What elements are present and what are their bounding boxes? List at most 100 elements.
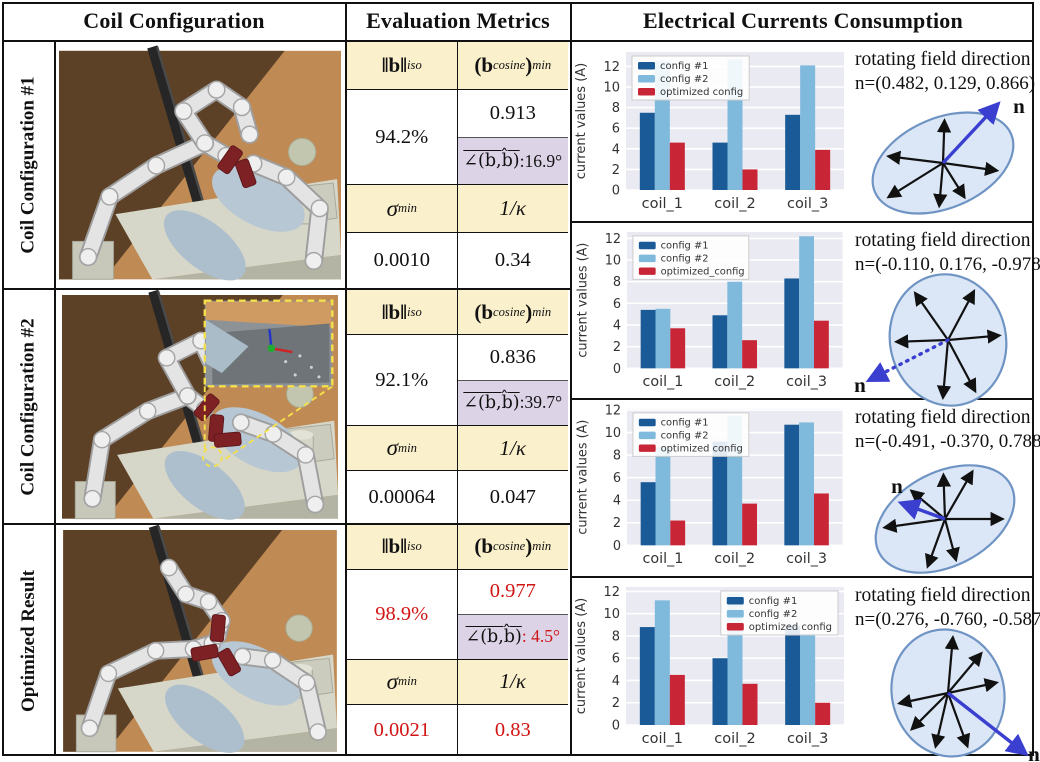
- field-title: rotating field direction: [855, 407, 1031, 428]
- svg-text:coil_1: coil_1: [642, 374, 683, 390]
- divider-rowlabels: [54, 42, 56, 756]
- svg-text:optimized config: optimized config: [749, 622, 832, 633]
- field-n-vector: n=(0.482, 0.129, 0.866): [855, 72, 1036, 94]
- robot-render-image: [61, 289, 339, 520]
- field-n-vector: n=(-0.110, 0.176, -0.978): [855, 253, 1040, 275]
- metric-value-b-iso: 92.1%: [347, 335, 458, 425]
- svg-text:current values (A): current values (A): [574, 598, 589, 714]
- bar-chart-block-4: 0 2 4 6 8 10 12 coil_1 coil_2 coil_3 current value…: [572, 578, 854, 756]
- svg-text:coil_3: coil_3: [786, 551, 827, 567]
- row-label-config1: Coil Configuration #1: [18, 76, 40, 254]
- divider-col2: [570, 2, 572, 756]
- angle-cell: ∠(b,b̂): 4.5°: [457, 613, 568, 659]
- metric-header-sigma-min: σ min: [347, 659, 458, 704]
- svg-text:optimized_config: optimized_config: [661, 266, 745, 277]
- field-n-vector: n=(-0.491, -0.370, 0.788): [855, 430, 1040, 452]
- divider-row1: [4, 288, 570, 290]
- svg-text:current values (A): current values (A): [575, 420, 590, 535]
- currents-bar-chart: 0 2 4 6 8 10 12 coil_1 coil_2 coil_3 current value…: [574, 51, 844, 212]
- metric-header-b-iso: ‖b‖ iso: [347, 42, 458, 89]
- rotating-field-diagram: n: [890, 628, 1040, 762]
- svg-text:4: 4: [612, 674, 620, 689]
- svg-text:12: 12: [605, 231, 621, 246]
- svg-text:config #1: config #1: [660, 61, 709, 72]
- svg-text:2: 2: [612, 162, 620, 177]
- svg-text:8: 8: [613, 449, 621, 464]
- currents-bar-chart: 0 2 4 6 8 10 12 coil_1 coil_2 coil_3 current value…: [574, 585, 844, 747]
- metric-value-b-iso: 94.2%: [347, 89, 458, 185]
- bar-chart-block-1: 0 2 4 6 8 10 12 coil_1 coil_2 coil_3 current value…: [572, 42, 854, 221]
- svg-text:8: 8: [612, 629, 620, 644]
- field-title: rotating field direction: [855, 49, 1031, 70]
- svg-text:10: 10: [605, 253, 621, 268]
- metric-value-b-iso: 98.9%: [347, 569, 458, 659]
- metric-header-b-iso: ‖b‖ iso: [347, 290, 458, 335]
- angle-cell: ∠(b,b̂):16.9°: [457, 136, 568, 185]
- metric-header-b-cosine-min: (b cosine) min: [474, 534, 552, 559]
- svg-text:0: 0: [613, 361, 621, 376]
- svg-text:coil_3: coil_3: [787, 196, 828, 212]
- svg-text:coil_1: coil_1: [642, 731, 683, 747]
- metrics-block-optimized: ‖b‖ iso (b cosine) min 98.9% 0.977 ∠(b,b̂):…: [347, 525, 568, 756]
- field-panel-2: rotating field direction n=(-0.110, 0.17…: [853, 223, 1040, 407]
- svg-text:0: 0: [613, 539, 621, 554]
- svg-text:12: 12: [603, 585, 620, 600]
- svg-text:config #2: config #2: [660, 74, 709, 85]
- svg-text:8: 8: [612, 101, 620, 116]
- svg-text:6: 6: [613, 471, 621, 486]
- metric-header-sigma-min: σ min: [347, 425, 458, 471]
- robot-render-image: [59, 45, 342, 281]
- svg-text:config #2: config #2: [661, 431, 709, 442]
- divider-block2: [572, 398, 1034, 400]
- svg-text:current values (A): current values (A): [574, 62, 589, 178]
- svg-text:6: 6: [612, 652, 620, 667]
- svg-text:2: 2: [613, 516, 621, 531]
- bar-chart-block-2: 0 2 4 6 8 10 12 coil_1 coil_2 coil_3 current value…: [572, 223, 854, 398]
- bar-chart-block-3: 0 2 4 6 8 10 12 coil_1 coil_2 coil_3 current value…: [572, 400, 854, 576]
- field-panel-1: rotating field direction n=(0.482, 0.129…: [853, 42, 1037, 221]
- currents-bar-chart: 0 2 4 6 8 10 12 coil_1 coil_2 coil_3 current value…: [575, 231, 843, 390]
- row-label-config2: Coil Configuration #2: [18, 317, 40, 496]
- svg-text:coil_3: coil_3: [787, 731, 828, 747]
- svg-text:coil_2: coil_2: [714, 374, 755, 390]
- svg-text:config #1: config #1: [661, 240, 709, 251]
- column-header-coil-configuration: Coil Configuration: [83, 8, 265, 33]
- field-title: rotating field direction: [855, 230, 1031, 251]
- svg-text:optimized config: optimized config: [661, 443, 743, 454]
- rotating-field-diagram: n: [854, 273, 1008, 407]
- svg-text:n: n: [1028, 742, 1040, 762]
- svg-text:12: 12: [605, 403, 621, 418]
- row-label-optimized: Optimized Result: [18, 569, 39, 712]
- field-panel-4: rotating field direction n=(0.276, -0.76…: [853, 578, 1040, 762]
- divider-row2: [4, 523, 570, 525]
- svg-text:coil_2: coil_2: [714, 551, 755, 567]
- metric-header-sigma-min: σ min: [347, 185, 458, 233]
- column-header-evaluation-metrics: Evaluation Metrics: [366, 8, 550, 33]
- svg-text:coil_1: coil_1: [642, 196, 683, 212]
- svg-text:coil_2: coil_2: [714, 731, 755, 747]
- svg-text:config #1: config #1: [661, 418, 709, 429]
- field-title: rotating field direction: [855, 585, 1031, 606]
- divider-block1: [572, 221, 1034, 223]
- svg-text:8: 8: [613, 275, 621, 290]
- svg-text:6: 6: [613, 296, 621, 311]
- svg-text:0: 0: [612, 183, 620, 198]
- svg-text:config #2: config #2: [661, 253, 709, 264]
- metric-value-sigma-min: 0.0021: [347, 704, 458, 756]
- metric-header-b-iso: ‖b‖ iso: [347, 525, 458, 569]
- svg-text:2: 2: [612, 696, 620, 711]
- svg-text:0: 0: [612, 719, 620, 734]
- metric-header-inv-kappa: 1/κ: [499, 669, 526, 694]
- svg-text:10: 10: [603, 80, 620, 95]
- svg-text:2: 2: [613, 340, 621, 355]
- robot-scene-optimized: [57, 524, 343, 756]
- metric-value-b-cosine: 0.836 ∠(b,b̂):39.7°: [457, 335, 568, 425]
- svg-text:6: 6: [612, 121, 620, 136]
- svg-text:n: n: [891, 474, 903, 498]
- currents-bar-chart: 0 2 4 6 8 10 12 coil_1 coil_2 coil_3 current value…: [575, 403, 843, 567]
- metric-value-b-cosine: 0.977 ∠(b,b̂): 4.5°: [457, 570, 568, 659]
- svg-text:optimized config: optimized config: [660, 87, 743, 98]
- svg-text:4: 4: [612, 142, 620, 157]
